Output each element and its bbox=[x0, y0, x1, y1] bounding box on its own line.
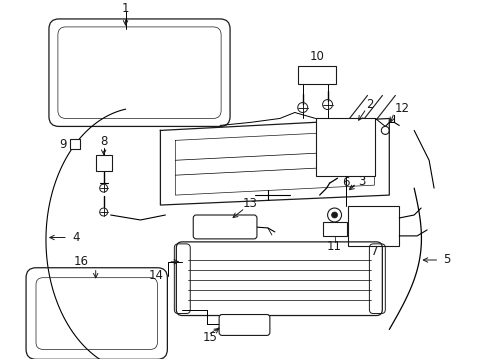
Text: 16: 16 bbox=[73, 255, 88, 268]
Text: 6: 6 bbox=[341, 176, 348, 189]
FancyBboxPatch shape bbox=[322, 222, 346, 236]
FancyBboxPatch shape bbox=[70, 139, 80, 149]
FancyBboxPatch shape bbox=[219, 315, 269, 336]
Text: 4: 4 bbox=[72, 231, 80, 244]
Text: 8: 8 bbox=[100, 135, 107, 148]
Text: 3: 3 bbox=[357, 175, 365, 188]
Text: 13: 13 bbox=[242, 197, 257, 210]
Text: 5: 5 bbox=[443, 253, 450, 266]
Text: 12: 12 bbox=[394, 102, 409, 115]
Text: 15: 15 bbox=[203, 331, 217, 344]
Text: 1: 1 bbox=[122, 3, 129, 15]
FancyBboxPatch shape bbox=[347, 206, 398, 246]
Text: 11: 11 bbox=[326, 240, 342, 253]
Text: 2: 2 bbox=[365, 98, 372, 111]
FancyBboxPatch shape bbox=[315, 118, 375, 176]
Circle shape bbox=[331, 212, 337, 218]
FancyBboxPatch shape bbox=[96, 155, 111, 171]
Text: 14: 14 bbox=[149, 269, 163, 282]
FancyBboxPatch shape bbox=[193, 215, 256, 239]
Text: 7: 7 bbox=[370, 245, 377, 258]
FancyBboxPatch shape bbox=[297, 66, 335, 84]
Text: 9: 9 bbox=[59, 138, 67, 151]
Text: 10: 10 bbox=[308, 50, 324, 63]
